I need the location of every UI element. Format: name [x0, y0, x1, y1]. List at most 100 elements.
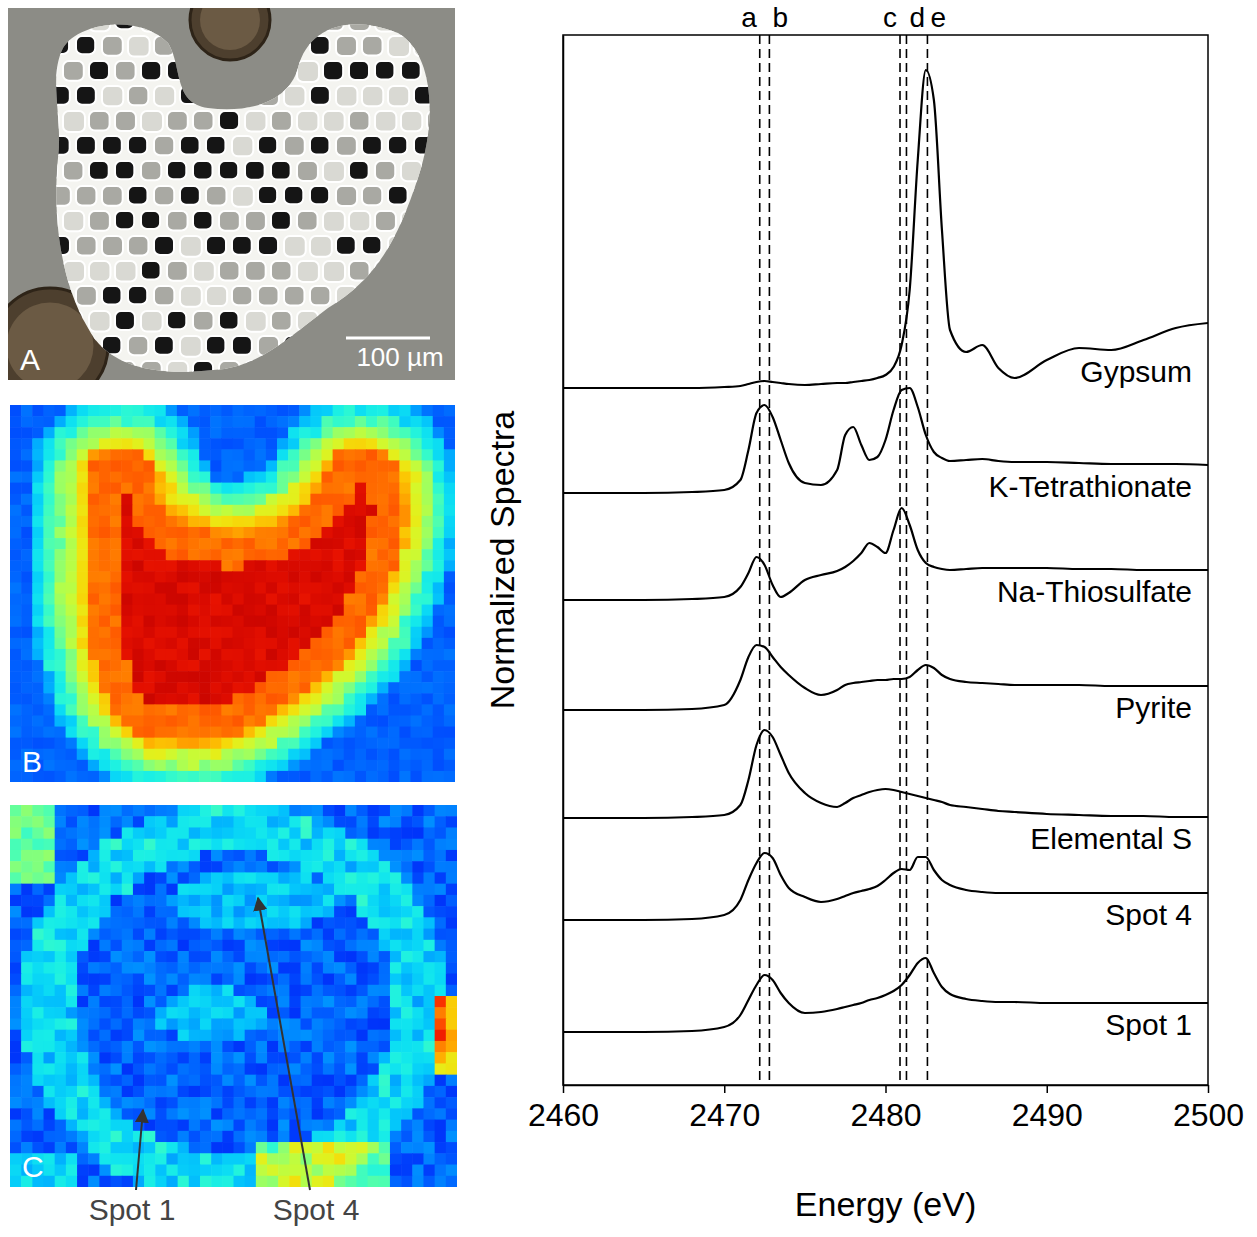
image-pixel	[323, 872, 335, 884]
image-pixel	[433, 571, 445, 583]
image-pixel	[77, 749, 89, 761]
image-pixel	[401, 850, 413, 862]
image-pixel	[278, 816, 290, 828]
image-pixel	[121, 483, 133, 495]
image-pixel	[310, 704, 322, 716]
image-pixel	[88, 560, 100, 572]
image-pixel	[422, 505, 434, 517]
image-pixel	[310, 538, 322, 550]
image-pixel	[310, 516, 322, 528]
image-pixel	[10, 649, 22, 661]
image-pixel	[133, 884, 145, 896]
image-pixel	[366, 516, 378, 528]
image-pixel	[132, 760, 144, 772]
image-cell	[232, 36, 252, 55]
image-pixel	[233, 727, 245, 739]
image-cell	[271, 361, 291, 380]
image-pixel	[266, 449, 278, 461]
image-pixel	[222, 872, 234, 884]
image-cell	[193, 161, 212, 179]
image-pixel	[88, 605, 100, 617]
image-pixel	[55, 616, 67, 628]
image-pixel	[255, 738, 267, 750]
image-pixel	[211, 839, 223, 851]
image-pixel	[355, 749, 367, 761]
image-pixel	[411, 715, 423, 727]
image-pixel	[99, 738, 111, 750]
image-pixel	[446, 861, 457, 873]
image-pixel	[411, 472, 423, 484]
image-cell	[453, 111, 455, 130]
image-pixel	[299, 660, 311, 672]
image-pixel	[355, 582, 367, 594]
image-pixel	[388, 715, 400, 727]
image-pixel	[133, 805, 145, 817]
image-pixel	[21, 516, 33, 528]
image-pixel	[132, 438, 144, 450]
image-pixel	[99, 616, 111, 628]
image-pixel	[221, 727, 233, 739]
image-pixel	[344, 449, 356, 461]
image-pixel	[355, 538, 367, 550]
image-pixel	[199, 605, 211, 617]
image-pixel	[177, 671, 189, 683]
image-pixel	[111, 805, 123, 817]
image-pixel	[144, 649, 156, 661]
image-pixel	[399, 438, 411, 450]
image-pixel	[310, 638, 322, 650]
image-cell	[76, 286, 97, 306]
image-pixel	[355, 682, 367, 694]
image-pixel	[377, 771, 389, 782]
image-pixel	[422, 715, 434, 727]
image-pixel	[43, 449, 55, 461]
image-pixel	[266, 527, 278, 539]
image-pixel	[43, 660, 55, 672]
image-pixel	[377, 538, 389, 550]
image-pixel	[435, 816, 447, 828]
image-pixel	[210, 571, 222, 583]
image-pixel	[344, 472, 356, 484]
image-cell	[232, 236, 252, 255]
image-cell	[336, 286, 357, 306]
image-pixel	[155, 527, 167, 539]
image-pixel	[166, 727, 178, 739]
series-label: Spot 4	[1105, 898, 1192, 931]
image-pixel	[166, 582, 178, 594]
image-pixel	[377, 549, 389, 561]
image-cell	[50, 336, 71, 356]
image-pixel	[188, 438, 200, 450]
image-pixel	[144, 850, 156, 862]
image-pixel	[10, 738, 22, 750]
image-pixel	[66, 715, 78, 727]
image-pixel	[356, 850, 368, 862]
image-pixel	[88, 627, 100, 639]
image-pixel	[377, 571, 389, 583]
image-pixel	[366, 682, 378, 694]
image-pixel	[255, 605, 267, 617]
image-pixel	[288, 560, 300, 572]
image-pixel	[356, 805, 368, 817]
image-pixel	[188, 494, 200, 506]
image-pixel	[366, 505, 378, 517]
image-pixel	[199, 483, 211, 495]
image-pixel	[166, 660, 178, 672]
image-pixel	[32, 549, 44, 561]
image-cell	[336, 86, 357, 106]
image-cell	[440, 136, 455, 156]
image-pixel	[43, 405, 55, 417]
image-pixel	[110, 638, 122, 650]
image-pixel	[333, 460, 345, 472]
image-pixel	[77, 460, 89, 472]
image-pixel	[299, 460, 311, 472]
image-pixel	[66, 872, 78, 884]
image-cell	[89, 261, 110, 281]
y-axis-title: Normalized Spectra	[483, 411, 521, 710]
image-pixel	[278, 872, 290, 884]
image-pixel	[55, 627, 67, 639]
image-pixel	[323, 850, 335, 862]
image-pixel	[433, 715, 445, 727]
image-cell	[102, 336, 121, 354]
image-cell	[336, 236, 356, 255]
image-pixel	[221, 472, 233, 484]
image-pixel	[199, 693, 211, 705]
